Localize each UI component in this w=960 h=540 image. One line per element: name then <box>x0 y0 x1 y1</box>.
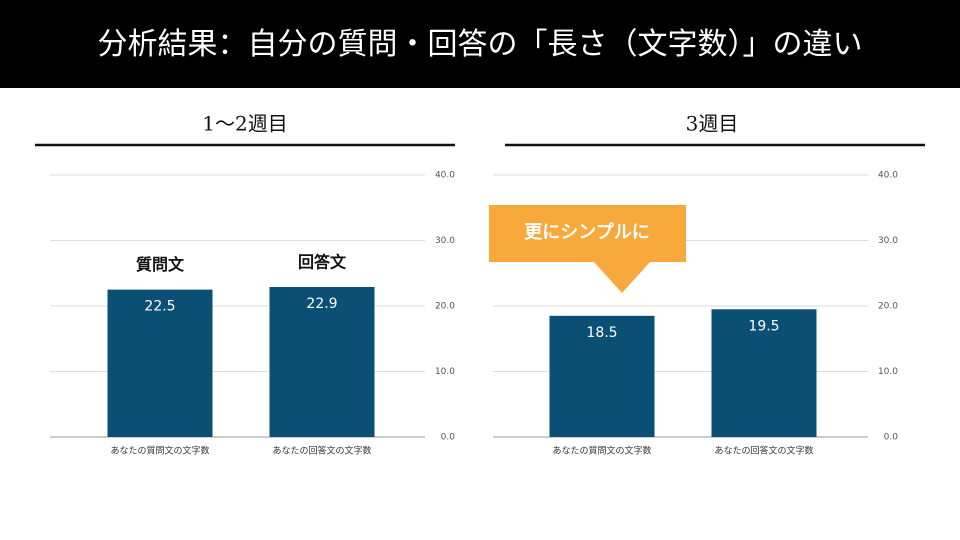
bar <box>107 289 213 437</box>
header-bar <box>0 0 960 88</box>
x-tick-label: あなたの質問文の文字数 <box>552 445 651 457</box>
y-tick-label: 40.0 <box>878 171 898 181</box>
y-tick-label: 20.0 <box>878 302 898 312</box>
bar <box>549 315 655 437</box>
callout-text: 更にシンプルに <box>524 221 649 243</box>
y-tick-label: 10.0 <box>435 367 455 377</box>
x-tick-label: あなたの回答文の文字数 <box>714 445 813 457</box>
y-tick-label: 10.0 <box>878 367 898 377</box>
chart-title: 3週目 <box>686 112 739 136</box>
value-label: 22.9 <box>306 296 337 312</box>
value-label: 18.5 <box>586 325 617 341</box>
y-tick-label: 0.0 <box>441 433 456 443</box>
bar <box>711 309 817 437</box>
value-label: 19.5 <box>748 318 779 334</box>
y-tick-label: 0.0 <box>884 433 899 443</box>
x-tick-label: あなたの回答文の文字数 <box>272 445 371 457</box>
annotation: 回答文 <box>298 253 347 272</box>
value-label: 22.5 <box>144 299 175 315</box>
y-tick-label: 30.0 <box>878 236 898 246</box>
y-tick-label: 40.0 <box>435 171 455 181</box>
callout-box <box>489 205 686 293</box>
x-tick-label: あなたの質問文の文字数 <box>110 445 209 457</box>
y-tick-label: 30.0 <box>435 236 455 246</box>
slide-title: 分析結果：自分の質問・回答の「長さ（文字数）」の違い <box>98 27 863 62</box>
chart-title: 1～2週目 <box>202 112 287 136</box>
bar <box>269 287 375 437</box>
y-tick-label: 20.0 <box>435 302 455 312</box>
annotation: 質問文 <box>136 255 185 274</box>
